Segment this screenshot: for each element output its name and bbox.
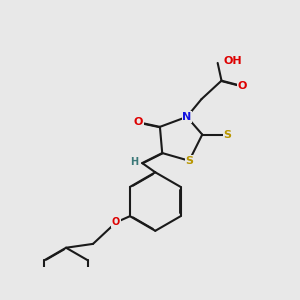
Text: S: S	[224, 130, 232, 140]
Text: O: O	[238, 81, 247, 91]
Text: S: S	[185, 156, 193, 166]
Text: O: O	[134, 117, 143, 127]
Text: O: O	[112, 217, 120, 227]
Text: H: H	[130, 157, 139, 166]
Text: N: N	[182, 112, 191, 122]
Text: OH: OH	[224, 56, 242, 66]
